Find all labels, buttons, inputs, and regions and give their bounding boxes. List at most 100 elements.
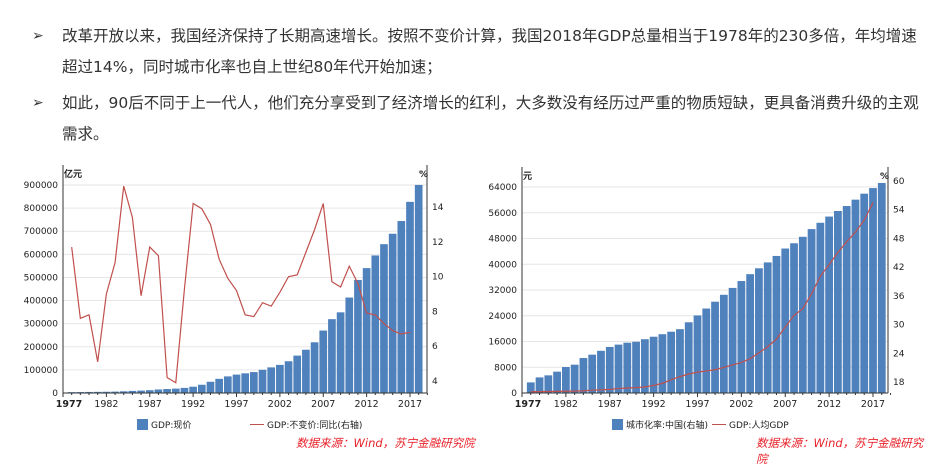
x-tick-label: 2002 bbox=[729, 399, 753, 410]
bar bbox=[267, 367, 276, 393]
bar bbox=[336, 312, 345, 393]
bar bbox=[614, 344, 623, 393]
bar bbox=[276, 364, 284, 393]
bar bbox=[842, 206, 851, 393]
bullet-text-1: 改革开放以来，我国经济保持了长期高速增长。按照不变价计算，我国2018年GDP总… bbox=[62, 27, 917, 76]
x-tick-label: 1977 bbox=[515, 399, 541, 410]
y-right-tick-label: 42 bbox=[893, 263, 904, 273]
y-right-tick-label: 36 bbox=[893, 292, 905, 302]
bar bbox=[605, 346, 614, 393]
y-right-tick-label: 30 bbox=[893, 321, 905, 331]
bar bbox=[215, 378, 223, 393]
y-right-tick-label: 48 bbox=[893, 234, 905, 244]
source-note-left: 数据来源：Wind，苏宁金融研究院 bbox=[296, 436, 475, 450]
bar bbox=[388, 233, 397, 393]
bar bbox=[772, 255, 781, 393]
bar bbox=[302, 349, 310, 393]
series-line bbox=[530, 202, 874, 393]
bar bbox=[406, 201, 414, 393]
legend-bar-swatch bbox=[137, 419, 148, 430]
bar bbox=[825, 216, 834, 393]
bar bbox=[834, 211, 842, 393]
bar bbox=[667, 331, 676, 393]
y-right-tick-label: 4 bbox=[432, 377, 438, 387]
bar bbox=[816, 222, 825, 393]
y-right-tick-label: 10 bbox=[432, 273, 444, 283]
bar bbox=[658, 334, 667, 393]
x-tick-label: 1982 bbox=[554, 399, 578, 410]
x-tick-label: 2012 bbox=[355, 399, 379, 410]
bar bbox=[860, 193, 869, 393]
x-tick-label: 2007 bbox=[311, 399, 335, 410]
bar bbox=[180, 387, 189, 393]
source-note-right: 数据来源：Wind，苏宁金融研究院 bbox=[756, 436, 924, 466]
bar bbox=[588, 354, 597, 393]
bar bbox=[137, 390, 145, 393]
bar bbox=[145, 390, 154, 393]
y-left-tick-label: 500000 bbox=[24, 273, 59, 283]
bar bbox=[684, 322, 693, 393]
bar bbox=[258, 369, 267, 393]
x-tick-label: 1992 bbox=[181, 399, 205, 410]
legend-bar-swatch bbox=[612, 419, 623, 430]
bar bbox=[206, 381, 215, 393]
bar bbox=[328, 319, 336, 393]
bullet-text-2: 如此，90后不同于上一代人，他们充分享受到了经济增长的红利，大多数没有经历过严重… bbox=[62, 94, 919, 143]
y-left-tick-label: 400000 bbox=[24, 297, 59, 307]
bar bbox=[851, 199, 860, 393]
bar bbox=[345, 297, 354, 393]
x-tick-label: 1987 bbox=[138, 399, 162, 410]
y-left-tick-label: 32000 bbox=[488, 286, 517, 296]
bar bbox=[728, 287, 737, 393]
bar bbox=[85, 391, 93, 393]
bar bbox=[877, 183, 886, 393]
arrow-bullet-icon: ➢ bbox=[32, 95, 44, 111]
bar bbox=[293, 355, 302, 393]
bar bbox=[232, 374, 241, 393]
bar bbox=[623, 342, 632, 393]
bar bbox=[371, 255, 380, 393]
bar bbox=[719, 294, 728, 393]
bar bbox=[869, 188, 877, 393]
bar bbox=[380, 244, 388, 393]
bar bbox=[111, 391, 119, 393]
y-left-tick-label: 40000 bbox=[488, 260, 517, 270]
bar bbox=[597, 350, 605, 393]
legend-gdp-current: GDP:现价 bbox=[137, 418, 191, 431]
y-right-unit: % bbox=[419, 170, 428, 180]
legend-label: GDP:人均GDP bbox=[729, 421, 789, 431]
bar bbox=[93, 391, 102, 393]
x-tick-label: 2017 bbox=[398, 399, 422, 410]
bar bbox=[241, 373, 250, 393]
y-right-tick-label: 60 bbox=[893, 177, 905, 187]
legend-urbanization: 城市化率:中国(右轴) bbox=[612, 418, 708, 431]
bar bbox=[746, 274, 755, 393]
bar bbox=[544, 375, 553, 393]
y-right-tick-label: 6 bbox=[432, 342, 438, 352]
bar bbox=[535, 377, 544, 393]
x-tick-label: 1997 bbox=[224, 399, 248, 410]
bar bbox=[640, 339, 649, 393]
y-left-unit: 元 bbox=[523, 171, 532, 182]
bar bbox=[197, 384, 206, 393]
bar bbox=[676, 329, 684, 393]
bar bbox=[223, 376, 232, 393]
bar bbox=[632, 341, 640, 393]
y-left-tick-label: 200000 bbox=[24, 343, 59, 353]
bar bbox=[102, 391, 111, 393]
x-tick-label: 1992 bbox=[642, 399, 666, 410]
legend-line-swatch bbox=[250, 424, 264, 425]
y-left-tick-label: 8000 bbox=[494, 363, 517, 373]
y-right-tick-label: 12 bbox=[432, 238, 443, 248]
bar bbox=[189, 386, 197, 393]
bar bbox=[354, 279, 362, 393]
bar bbox=[553, 371, 561, 393]
y-right-tick-label: 18 bbox=[893, 378, 905, 388]
x-tick-label: 2002 bbox=[268, 399, 292, 410]
y-left-tick-label: 16000 bbox=[488, 338, 517, 348]
legend-line-swatch bbox=[712, 424, 726, 425]
bar bbox=[711, 301, 719, 393]
bar bbox=[755, 268, 763, 393]
series-line bbox=[71, 185, 411, 384]
bar bbox=[579, 358, 588, 393]
